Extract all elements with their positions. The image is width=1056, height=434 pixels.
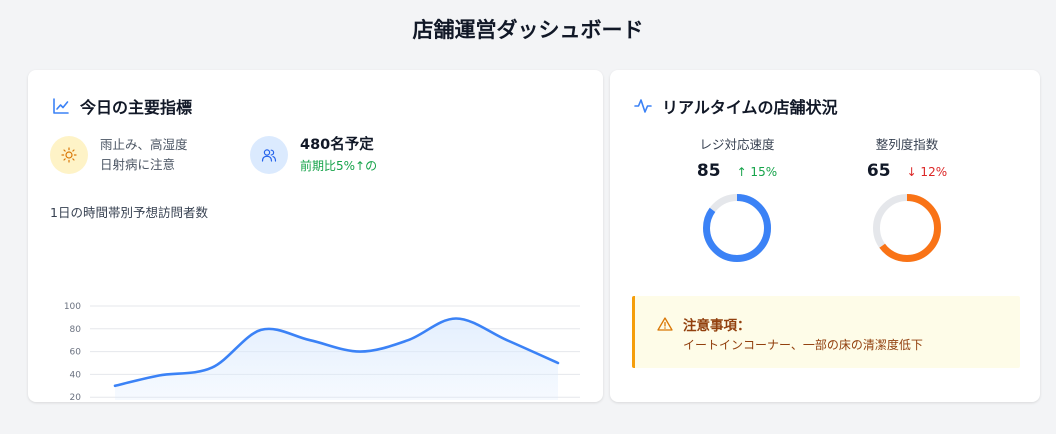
y-tick-label: 40 <box>70 370 82 380</box>
y-tick-label: 60 <box>70 348 82 358</box>
today-metrics-title: 今日の主要指標 <box>80 98 193 117</box>
activity-icon <box>634 99 652 113</box>
visitor-line <box>113 317 560 388</box>
line-chart-icon <box>53 98 69 114</box>
realtime-status-header: リアルタイムの店舗状況 <box>634 94 838 118</box>
y-tick-label: 80 <box>70 325 82 335</box>
checkout-speed-metric: レジ対応速度 85 ↑ 15% <box>672 134 802 265</box>
alignment-index-value: 65 <box>866 161 891 181</box>
users-icon <box>250 136 288 174</box>
alignment-index-label: 整列度指数 <box>875 137 939 152</box>
realtime-status-card: リアルタイムの店舗状況 レジ対応速度 85 ↑ 15% 整列度指数 65 ↓ 1… <box>610 70 1040 402</box>
weather-line-2: 日射病に注意 <box>100 157 176 172</box>
warning-icon <box>657 317 673 331</box>
chart-title: 1日の時間帯別予想訪問者数 <box>50 205 208 220</box>
today-metrics-header: 今日の主要指標 <box>52 94 192 118</box>
visitors-stat: 480名予定 前期比5%↑の <box>250 136 377 174</box>
visitors-change: 前期比5%↑の <box>300 159 378 173</box>
weather-line-1: 雨止み、高湿度 <box>100 137 188 152</box>
donut-progress-arc <box>703 194 771 262</box>
alignment-index-change: ↓ 12% <box>906 165 948 179</box>
donut-progress-arc <box>873 194 941 262</box>
page-title: 店舗運営ダッシュボード <box>412 18 644 42</box>
weather-stat: 雨止み、高湿度 日射病に注意 <box>50 136 188 174</box>
alert-box: 注意事項： イートインコーナー、一部の床の清潔度低下 <box>632 296 1020 368</box>
sun-icon <box>50 136 88 174</box>
alignment-index-metric: 整列度指数 65 ↓ 12% <box>842 134 972 265</box>
alert-title: 注意事項： <box>683 318 751 334</box>
y-tick-label: 20 <box>70 393 82 400</box>
visitors-forecast: 480名予定 <box>300 137 374 153</box>
checkout-speed-change: ↑ 15% <box>736 165 778 179</box>
alert-text: イートインコーナー、一部の床の清潔度低下 <box>683 338 923 352</box>
checkout-speed-value: 85 <box>696 161 721 181</box>
visitor-area-fill <box>115 318 558 400</box>
checkout-speed-label: レジ対応速度 <box>699 137 775 152</box>
alignment-index-donut <box>873 194 941 262</box>
y-tick-label: 100 <box>64 302 81 312</box>
realtime-status-title: リアルタイムの店舗状況 <box>662 98 838 117</box>
checkout-speed-donut <box>703 194 771 262</box>
visitor-area-chart: 02040608010009101112131415161718 <box>64 302 580 400</box>
today-metrics-card: 今日の主要指標 雨止み、高湿度 日射病に注意 <box>28 70 603 402</box>
